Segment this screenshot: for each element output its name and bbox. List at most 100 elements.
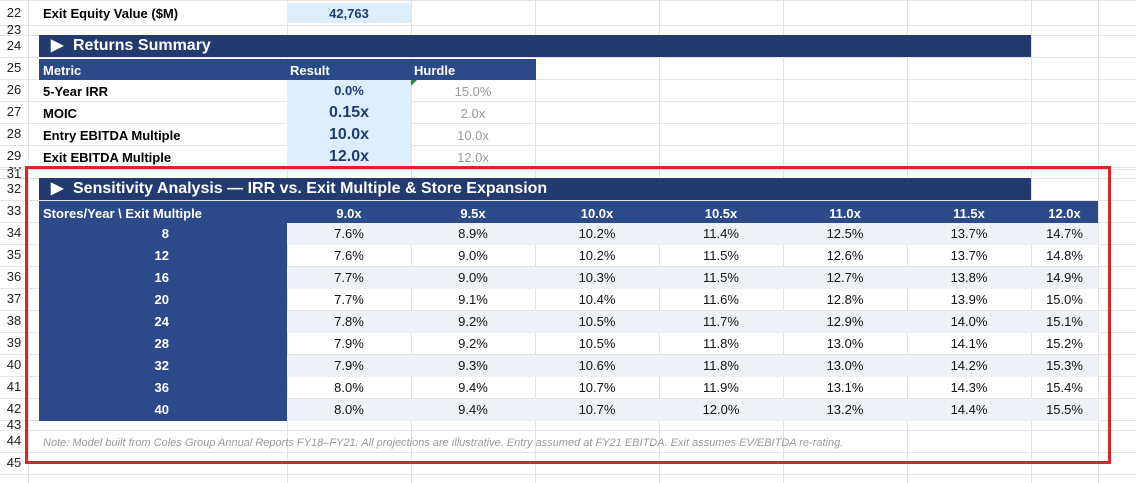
irr-cell[interactable]: 15.4% [1046,380,1083,395]
irr-cell[interactable]: 14.4% [907,399,1031,421]
irr-cell[interactable]: 11.6% [703,292,739,307]
irr-cell[interactable]: 7.6% [334,248,364,263]
sensitivity-row-label: 32 [39,355,287,377]
row-number[interactable]: 28 [6,126,22,141]
row-number[interactable]: 44 [6,433,22,448]
irr-cell[interactable]: 14.8% [1046,248,1083,263]
irr-cell[interactable]: 14.3% [950,380,988,395]
row-number[interactable]: 27 [6,104,22,119]
row-number[interactable]: 39 [6,335,22,350]
metric-result[interactable]: 12.0x [287,146,411,168]
irr-cell[interactable]: 8.0% [287,399,411,421]
row-number[interactable]: 38 [6,313,22,328]
irr-cell[interactable]: 7.9% [334,336,364,351]
irr-cell[interactable]: 12.0% [659,399,783,421]
irr-cell[interactable]: 13.0% [826,336,864,351]
row-number[interactable]: 35 [6,247,22,262]
irr-cell[interactable]: 7.6% [287,223,411,245]
irr-cell[interactable]: 15.5% [1031,399,1098,421]
irr-cell[interactable]: 13.9% [950,292,988,307]
irr-cell[interactable]: 9.0% [411,267,535,289]
irr-cell[interactable]: 14.7% [1031,223,1098,245]
row-number[interactable]: 37 [6,291,22,306]
irr-cell[interactable]: 12.5% [783,223,907,245]
irr-cell[interactable]: 14.0% [907,311,1031,333]
row-number[interactable]: 45 [6,455,22,470]
irr-cell[interactable]: 14.1% [950,336,988,351]
irr-cell[interactable]: 10.5% [535,311,659,333]
row-number[interactable]: 24 [6,38,22,53]
irr-cell[interactable]: 9.2% [411,311,535,333]
metric-hurdle[interactable]: 2.0x [460,106,486,121]
row-number[interactable]: 26 [6,82,22,97]
irr-cell[interactable]: 10.3% [535,267,659,289]
irr-cell[interactable]: 13.7% [907,223,1031,245]
row-number[interactable]: 29 [6,148,22,163]
row-number[interactable]: 23 [6,25,22,35]
irr-cell[interactable]: 12.6% [826,248,864,263]
irr-cell[interactable]: 11.8% [703,336,739,351]
row-number[interactable]: 30 [0,167,28,169]
irr-cell[interactable]: 13.8% [907,267,1031,289]
irr-cell[interactable]: 10.5% [578,336,616,351]
irr-cell[interactable]: 10.7% [535,399,659,421]
row-number[interactable]: 25 [6,60,22,75]
irr-cell[interactable]: 7.9% [287,355,411,377]
irr-cell[interactable]: 7.7% [287,267,411,289]
irr-cell[interactable]: 13.2% [783,399,907,421]
row-number[interactable]: 41 [6,379,22,394]
irr-cell[interactable]: 13.7% [950,248,988,263]
row-number[interactable]: 33 [6,203,22,218]
row-number[interactable]: 32 [6,181,22,196]
irr-cell[interactable]: 13.0% [783,355,907,377]
metric-result[interactable]: 10.0x [287,124,411,146]
metric-hurdle[interactable]: 15.0% [454,84,492,99]
irr-cell[interactable]: 12.8% [826,292,864,307]
exit-equity-value[interactable]: 42,763 [287,3,411,23]
irr-cell[interactable]: 7.8% [287,311,411,333]
irr-cell[interactable]: 14.2% [907,355,1031,377]
metric-result[interactable]: 0.15x [287,102,411,124]
irr-cell[interactable]: 8.9% [411,223,535,245]
irr-cell[interactable]: 12.7% [783,267,907,289]
row-number[interactable]: 43 [6,420,22,430]
irr-cell[interactable]: 15.3% [1031,355,1098,377]
irr-cell[interactable]: 11.4% [659,223,783,245]
row-number[interactable]: 31 [6,169,22,178]
metric-hurdle[interactable]: 10.0x [457,128,489,143]
row-number[interactable]: 42 [6,401,22,416]
row-number[interactable]: 36 [6,269,22,284]
irr-cell[interactable]: 11.8% [659,355,783,377]
irr-cell[interactable]: 11.5% [659,267,783,289]
irr-cell[interactable]: 14.9% [1031,267,1098,289]
irr-cell[interactable]: 10.2% [578,248,616,263]
metric-hurdle[interactable]: 12.0x [457,150,489,165]
metric-result[interactable]: 0.0% [287,80,411,102]
irr-cell[interactable]: 10.2% [535,223,659,245]
irr-cell[interactable]: 9.3% [411,355,535,377]
irr-cell[interactable]: 15.0% [1046,292,1083,307]
row-number[interactable]: 34 [6,225,22,240]
irr-cell[interactable]: 9.4% [411,399,535,421]
irr-cell[interactable]: 15.1% [1031,311,1098,333]
irr-cell[interactable]: 10.4% [578,292,616,307]
irr-cell[interactable]: 11.5% [703,248,739,263]
irr-cell[interactable]: 9.1% [458,292,488,307]
returns-summary-band: ▶ Returns Summary [39,35,1031,57]
irr-cell[interactable]: 12.9% [783,311,907,333]
irr-cell[interactable]: 7.7% [334,292,364,307]
irr-cell[interactable]: 10.7% [578,380,616,395]
stores-per-year-label: 16 [154,270,169,285]
irr-cell[interactable]: 9.4% [458,380,488,395]
irr-cell[interactable]: 15.2% [1046,336,1083,351]
irr-cell[interactable]: 11.7% [659,311,783,333]
irr-cell[interactable]: 13.1% [826,380,864,395]
row-number[interactable]: 22 [6,5,22,20]
irr-cell[interactable]: 9.0% [458,248,488,263]
irr-cell[interactable]: 8.0% [334,380,364,395]
row-number[interactable]: 40 [6,357,22,372]
irr-cell[interactable]: 9.2% [458,336,488,351]
irr-cell[interactable]: 10.6% [535,355,659,377]
irr-cell[interactable]: 11.9% [703,380,739,395]
sensitivity-row-label: 12 [39,245,287,267]
